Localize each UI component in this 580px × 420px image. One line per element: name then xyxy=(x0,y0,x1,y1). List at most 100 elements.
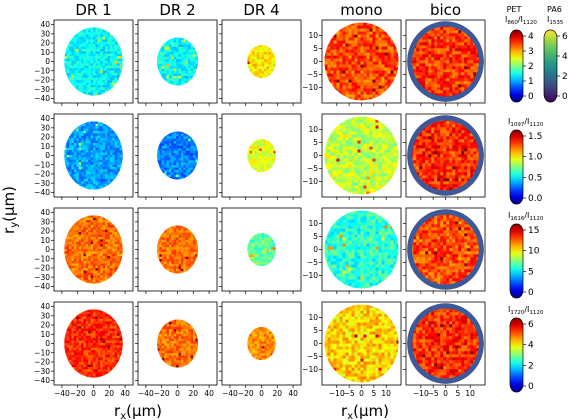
panel-3-2: −40 −20 0 20 40 xyxy=(219,301,302,398)
panel-1-2 xyxy=(219,113,302,200)
panel-2-2 xyxy=(219,207,302,294)
colorbar-tick-label: 0 xyxy=(528,382,534,392)
ratio-label-3: I1720/I1120 xyxy=(508,305,544,316)
colorbar-body xyxy=(509,129,524,205)
colorbar-pa6: 0 2 4 6 xyxy=(543,29,568,103)
x-axis-label-right: rx(μm) xyxy=(341,402,389,420)
y-tick-label: 40 xyxy=(40,302,50,311)
colorbar-tick-label: 0.5 xyxy=(528,173,542,183)
y-tick-label: 5 xyxy=(313,326,318,335)
colorbar-tick-label: 2 xyxy=(528,62,534,72)
column-title-2: DR 4 xyxy=(243,1,279,19)
y-tick-label: 10 xyxy=(308,125,318,134)
y-tick-label: −40 xyxy=(34,282,50,291)
y-tick-label: 30 xyxy=(40,29,50,38)
y-tick-label: 5 xyxy=(313,138,318,147)
fiber-map xyxy=(64,309,123,378)
y-tick-label: 40 xyxy=(40,114,50,123)
y-tick-label: 0 xyxy=(313,151,318,160)
y-tick-label: −5 xyxy=(307,352,318,361)
ratio-label-1: I1097/I1120 xyxy=(508,117,544,128)
y-tick-label: 10 xyxy=(308,31,318,40)
colorbar-tick-label: 2 xyxy=(562,72,568,82)
x-tick-label: 5 xyxy=(455,389,460,398)
fiber-map xyxy=(156,131,199,180)
y-tick-label: 40 xyxy=(40,208,50,217)
fiber-map xyxy=(324,116,399,195)
x-axis-label-left: rx(μm) xyxy=(114,402,162,420)
y-tick-label: −10 xyxy=(34,348,50,357)
colorbar-row-0: 0 1 2 3 4 xyxy=(509,29,534,103)
x-tick-label: 0 xyxy=(175,389,180,398)
colorbar-tick-label: 2 xyxy=(528,361,534,371)
colorbar-body xyxy=(509,223,524,299)
y-tick-label: 0 xyxy=(45,339,50,348)
x-tick-label: −20 xyxy=(70,389,86,398)
y-tick-label: −20 xyxy=(34,264,50,273)
fiber-map xyxy=(324,304,399,383)
y-tick-label: −30 xyxy=(34,273,50,282)
y-tick-label: −5 xyxy=(307,258,318,267)
y-tick-label: −30 xyxy=(34,367,50,376)
panel-2-3: −10 −5 0 5 10 xyxy=(302,207,402,294)
y-tick-label: −30 xyxy=(34,179,50,188)
y-tick-label: 20 xyxy=(40,39,50,48)
colorbar-tick-label: 10 xyxy=(528,247,540,257)
column-title-4: bico xyxy=(430,1,461,19)
y-tick-label: 20 xyxy=(40,321,50,330)
panel-0-1 xyxy=(135,19,218,106)
panel-3-1: −40 −20 0 20 40 xyxy=(135,301,218,398)
x-tick-label: 40 xyxy=(288,389,298,398)
panel-1-3: −10 −5 0 5 10 xyxy=(302,113,402,200)
colorbar-tick-label: 0.0 xyxy=(528,194,543,204)
x-tick-label: 20 xyxy=(273,389,283,398)
x-tick-label: 0 xyxy=(259,389,264,398)
y-tick-label: 10 xyxy=(40,48,50,57)
pa6-label: PA6 xyxy=(547,5,562,14)
fiber-map xyxy=(407,21,484,102)
colorbar-tick-label: 0 xyxy=(562,92,568,102)
y-tick-label: 0 xyxy=(313,245,318,254)
y-tick-label: 30 xyxy=(40,217,50,226)
fiber-map xyxy=(247,138,276,173)
colorbar-tick-label: 0 xyxy=(528,288,534,298)
x-tick-label: −10 xyxy=(413,389,429,398)
y-tick-label: −10 xyxy=(34,160,50,169)
y-tick-label: 40 xyxy=(40,20,50,29)
colorbar-tick-label: 6 xyxy=(528,320,534,330)
y-tick-label: −20 xyxy=(34,170,50,179)
colorbar-tick-label: 4 xyxy=(528,341,534,351)
colorbar-tick-label: 0 xyxy=(528,92,534,102)
y-tick-label: 20 xyxy=(40,133,50,142)
colorbar-tick-label: 1.0 xyxy=(528,153,543,163)
y-axis-label: ry(μm) xyxy=(0,186,20,234)
y-tick-label: 30 xyxy=(40,311,50,320)
fiber-map xyxy=(156,225,199,274)
x-tick-label: 0 xyxy=(443,389,448,398)
y-tick-label: −10 xyxy=(302,177,318,186)
y-tick-label: 20 xyxy=(40,227,50,236)
y-tick-label: 10 xyxy=(40,142,50,151)
colorbar-body xyxy=(509,29,524,103)
panel-1-4 xyxy=(403,113,486,200)
pa6-ratio-label: I1535 xyxy=(547,15,564,26)
y-tick-label: 5 xyxy=(313,232,318,241)
x-tick-label: 5 xyxy=(371,389,376,398)
y-tick-label: −10 xyxy=(302,83,318,92)
panel-2-4 xyxy=(403,207,486,294)
colorbar-row-1: 0.0 0.5 1.0 1.5 xyxy=(509,129,543,205)
column-title-0: DR 1 xyxy=(75,1,111,19)
y-tick-label: 30 xyxy=(40,123,50,132)
y-tick-label: −40 xyxy=(34,94,50,103)
x-tick-label: −20 xyxy=(238,389,254,398)
y-tick-label: 10 xyxy=(308,313,318,322)
x-tick-label: −40 xyxy=(54,389,70,398)
panel-0-2 xyxy=(219,19,302,106)
y-tick-label: −5 xyxy=(307,70,318,79)
x-tick-label: −40 xyxy=(222,389,238,398)
y-tick-label: −20 xyxy=(34,76,50,85)
